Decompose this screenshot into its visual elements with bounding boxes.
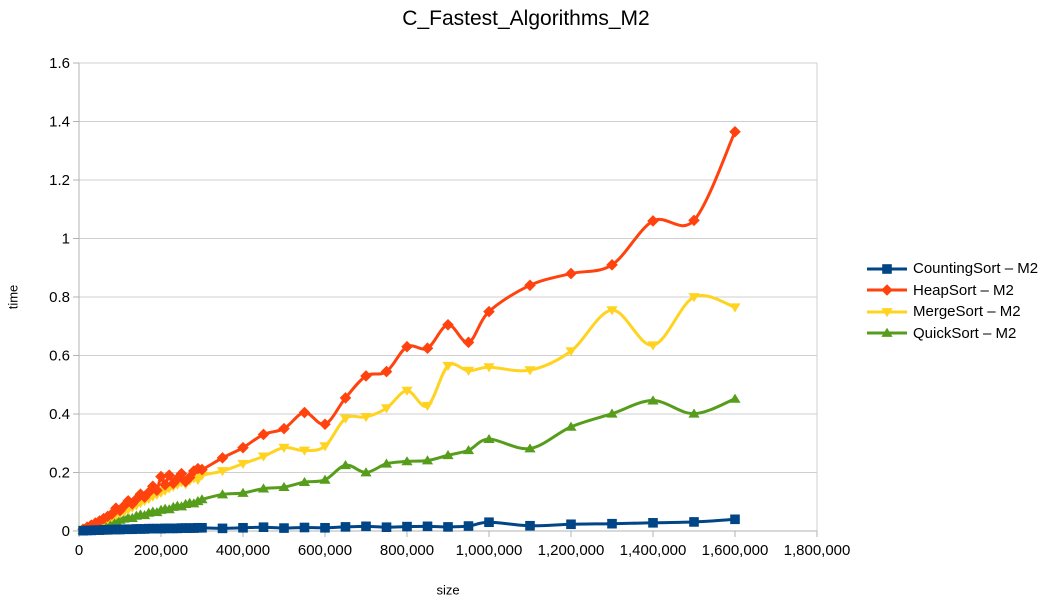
chart-title: C_Fastest_Algorithms_M2 (402, 7, 650, 30)
y-tick-label: 0.6 (49, 348, 70, 365)
x-tick-label: 1,800,000 (784, 542, 851, 559)
legend-item-mergesort: MergeSort – M2 (866, 301, 1038, 323)
y-tick-label: 0 (62, 523, 70, 540)
legend: CountingSort – M2 HeapSort – M2 MergeSor… (866, 258, 1038, 344)
x-tick-label: 400,000 (216, 542, 270, 559)
legend-marker-heapsort (867, 284, 907, 297)
y-tick-label: 1.6 (49, 55, 70, 72)
legend-label-heapsort: HeapSort – M2 (913, 281, 1014, 299)
y-tick-label: 0.4 (49, 406, 70, 423)
x-tick-label: 1,000,000 (456, 542, 523, 559)
x-tick-label: 1,400,000 (620, 542, 687, 559)
legend-label-countingsort: CountingSort – M2 (913, 260, 1039, 278)
x-tick-label: 1,600,000 (702, 542, 769, 559)
series-line-mergesort (81, 294, 737, 532)
legend-item-countingsort: CountingSort – M2 (866, 258, 1038, 280)
series-quicksort (77, 393, 741, 535)
x-tick-label: 1,200,000 (538, 542, 605, 559)
x-axis-title: size (436, 582, 460, 598)
y-tick-label: 1 (62, 231, 70, 248)
x-tick-label: 600,000 (298, 542, 352, 559)
y-axis-title: time (5, 284, 21, 310)
y-tick-label: 0.8 (49, 289, 70, 306)
x-tick-label: 200,000 (134, 542, 188, 559)
x-tick-label: 0 (75, 542, 83, 559)
series-countingsort (78, 514, 740, 536)
legend-marker-countingsort (867, 263, 907, 274)
legend-item-quicksort: QuickSort – M2 (866, 323, 1038, 345)
gridlines (79, 62, 818, 531)
legend-marker-mergesort (867, 307, 907, 317)
legend-marker-quicksort (867, 328, 907, 338)
y-tick-label: 0.2 (49, 465, 70, 482)
legend-label-quicksort: QuickSort – M2 (913, 324, 1017, 342)
y-tick-label: 1.4 (49, 114, 70, 131)
legend-item-heapsort: HeapSort – M2 (866, 280, 1038, 302)
series-heapsort (77, 125, 741, 536)
y-tick-label: 1.2 (49, 172, 70, 189)
x-tick-label: 800,000 (380, 542, 434, 559)
legend-label-mergesort: MergeSort – M2 (913, 303, 1021, 321)
